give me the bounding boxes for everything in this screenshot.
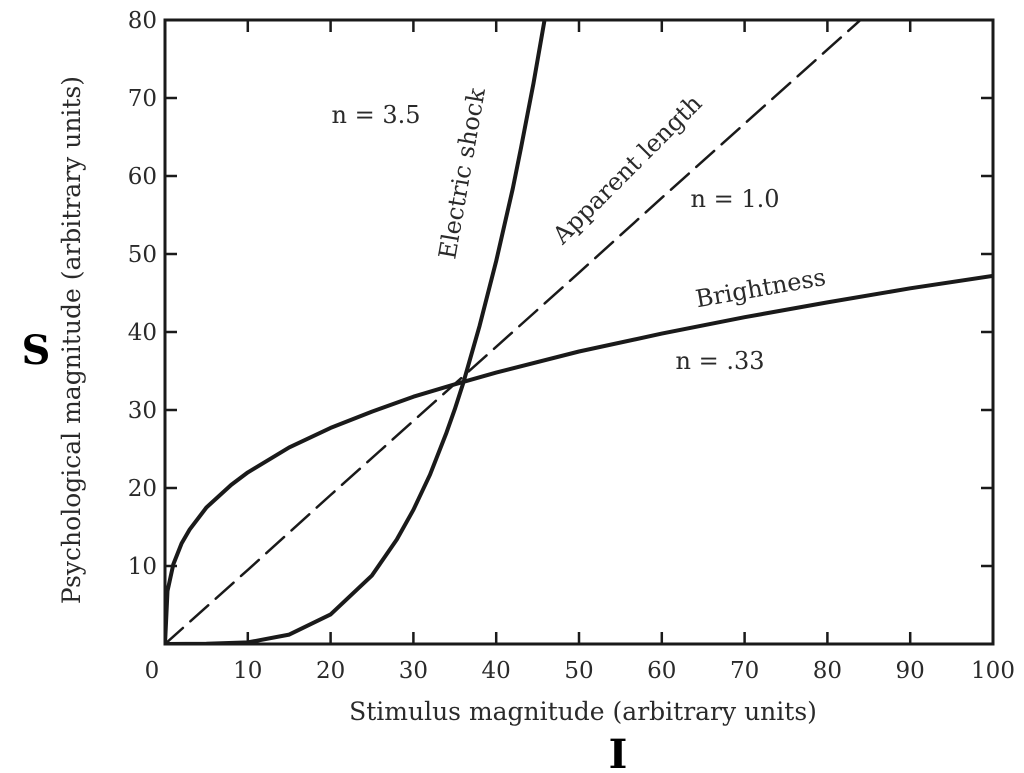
curves (165, 20, 993, 644)
x-tick-label: 80 (813, 658, 842, 684)
y-tick-label: 20 (128, 476, 157, 502)
curve-apparent-length (165, 20, 862, 644)
x-tick-label: 30 (399, 658, 428, 684)
tick-labels: 10 20 30 40 50 60 70 80 90 100 10 20 30 40 50 60 70 80 (128, 8, 1015, 684)
x-tick-label: 10 (233, 658, 262, 684)
exponent-brightness: n = .33 (676, 347, 765, 375)
x-tick-label: 60 (647, 658, 676, 684)
s-label: S (22, 327, 51, 374)
i-label: I (609, 731, 628, 773)
axis-ticks (165, 18, 995, 644)
y-tick-label: 40 (128, 320, 157, 346)
y-tick-label: 50 (128, 242, 157, 268)
y-axis-title: Psychological magnitude (arbitrary units… (57, 76, 86, 604)
x-tick-label: 20 (316, 658, 345, 684)
x-tick-label: 90 (896, 658, 925, 684)
y-tick-label: 70 (128, 86, 157, 112)
y-tick-label: 30 (128, 398, 157, 424)
curve-electric-shock (165, 20, 547, 644)
exponent-electric-shock: n = 3.5 (332, 101, 421, 129)
x-tick-label: 40 (482, 658, 511, 684)
exponent-apparent-length: n = 1.0 (691, 185, 780, 213)
x-tick-label: 70 (730, 658, 759, 684)
plot-frame (163, 18, 995, 646)
x-tick-label: 50 (564, 658, 593, 684)
label-electric-shock: Electric shock (433, 86, 491, 262)
y-tick-label: 10 (128, 554, 157, 580)
x-tick-label: 100 (971, 658, 1015, 684)
origin-label: 0 (145, 658, 160, 684)
label-apparent-length: Apparent length (547, 89, 708, 250)
y-tick-label: 80 (128, 8, 157, 34)
y-tick-label: 60 (128, 164, 157, 190)
curve-brightness (165, 273, 993, 644)
x-axis-title: Stimulus magnitude (arbitrary units) (349, 697, 817, 726)
